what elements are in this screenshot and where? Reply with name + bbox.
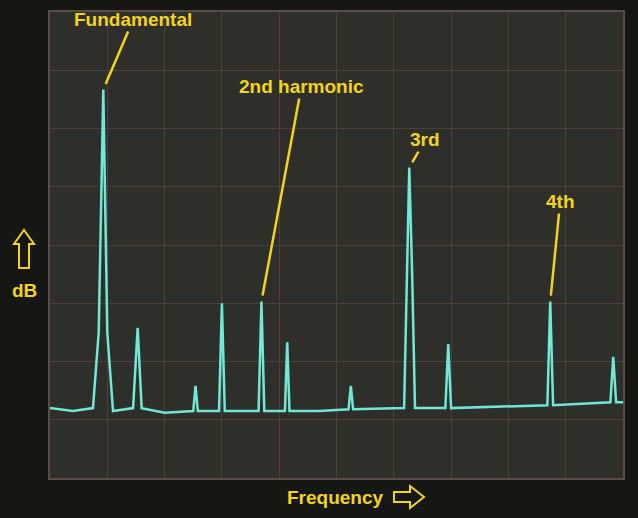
svg-text:3rd: 3rd bbox=[410, 129, 440, 150]
svg-text:Fundamental: Fundamental bbox=[74, 9, 192, 30]
svg-text:4th: 4th bbox=[546, 191, 575, 212]
svg-text:2nd harmonic: 2nd harmonic bbox=[239, 76, 364, 97]
svg-text:Frequency: Frequency bbox=[287, 487, 384, 508]
svg-text:dB: dB bbox=[12, 280, 37, 301]
